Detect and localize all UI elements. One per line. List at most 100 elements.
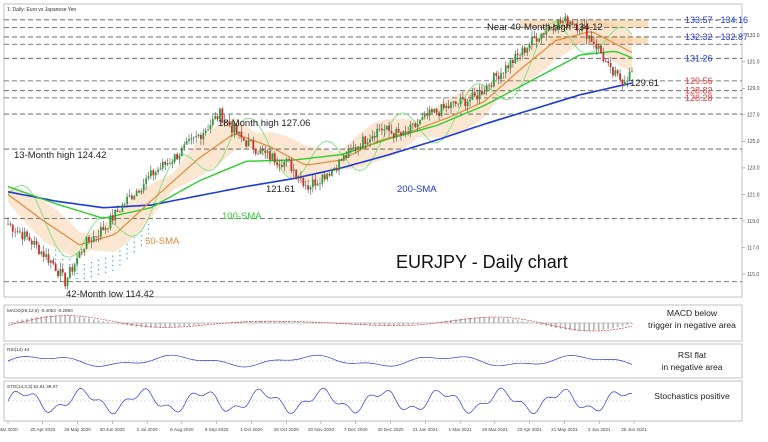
macd-bar [522, 321, 524, 323]
macd-bar [207, 323, 209, 324]
candle-down [336, 168, 338, 171]
candle-up [174, 154, 176, 162]
level-label: 133.57 - 134.16 [685, 15, 748, 25]
candle-down [264, 151, 266, 153]
cloud-dot [141, 240, 142, 241]
candle-up [441, 104, 443, 116]
candle-up [129, 196, 131, 197]
cloud-dot [119, 250, 120, 251]
candle-down [250, 140, 252, 141]
macd-bar [502, 318, 504, 323]
macd-bar [179, 323, 181, 327]
rsi-annotation-line2: in negative area [661, 362, 722, 372]
candle-up [433, 109, 435, 112]
candle-down [381, 129, 383, 131]
macd-bar [107, 322, 109, 323]
candle-down [436, 109, 438, 113]
macd-bar [517, 320, 519, 323]
macd-bar [288, 322, 290, 323]
cloud-dot [98, 269, 99, 270]
x-tick-label: 28 Oct 2020 [274, 427, 299, 432]
candle-up [267, 151, 269, 153]
macd-bar [617, 323, 619, 327]
candle-up [59, 269, 61, 276]
candle-down [603, 53, 605, 61]
cloud-dot [112, 260, 113, 261]
macd-bar [631, 323, 633, 324]
candle-up [160, 169, 162, 170]
candle-down [605, 61, 607, 62]
macd-bar [36, 317, 38, 323]
candle-up [148, 176, 150, 178]
stochastics-header: STO(14,3,3) 52.81 39.07 [7, 384, 58, 389]
macd-bar [450, 320, 452, 323]
cloud-dot [112, 265, 113, 266]
candle-up [419, 120, 421, 124]
candle-up [305, 185, 307, 186]
candle-up [624, 82, 626, 85]
candle-down [595, 44, 597, 48]
candle-down [138, 191, 140, 193]
annotation-12961: 129.61 [630, 78, 659, 89]
macd-bar [388, 323, 390, 325]
candle-down [364, 137, 366, 145]
candle-up [150, 170, 152, 176]
candle-down [14, 232, 16, 233]
macd-bar [417, 323, 419, 324]
macd-bar [12, 322, 14, 323]
candle-down [400, 133, 402, 136]
candle-down [19, 231, 21, 232]
candle-up [457, 104, 459, 105]
candle-down [307, 185, 309, 189]
macd-bar [174, 323, 176, 327]
candle-up [493, 73, 495, 87]
candle-down [252, 140, 254, 149]
x-tick-label: 3 Jul 2020 [137, 427, 159, 432]
cloud-dot [148, 224, 149, 225]
macd-bar [583, 323, 585, 331]
macd-bar [383, 323, 385, 325]
y-tick-label: 115.0 [747, 272, 759, 278]
annotation-18month-high: 18-Month high 127.06 [218, 118, 310, 129]
candle-up [198, 135, 200, 136]
candle-down [12, 225, 14, 232]
candle-down [55, 264, 57, 271]
candle-down [269, 151, 271, 160]
level-label: 129.56 [685, 76, 713, 86]
candle-up [631, 71, 633, 72]
cloud-dot [105, 272, 106, 273]
candle-down [414, 123, 416, 127]
candle-up [522, 48, 524, 56]
macd-bar [560, 323, 562, 329]
candle-up [214, 116, 216, 119]
macd-bar [283, 321, 285, 323]
candle-down [38, 245, 40, 254]
candle-down [443, 104, 445, 108]
candle-down [64, 272, 66, 286]
candle-down [314, 179, 316, 185]
candle-down [31, 241, 33, 245]
macd-bar [69, 316, 71, 323]
candle-down [291, 160, 293, 171]
candle-down [281, 165, 283, 167]
cloud-dot [119, 255, 120, 256]
macd-bar [498, 318, 500, 323]
cloud-dot [112, 269, 113, 270]
candle-down [481, 91, 483, 95]
candle-down [536, 38, 538, 41]
y-tick-label: 121.0 [747, 192, 760, 198]
macd-bar [193, 323, 195, 325]
macd-bar [74, 316, 76, 323]
candle-down [591, 36, 593, 42]
cloud-dot [126, 244, 127, 245]
candle-down [107, 228, 109, 229]
candle-down [95, 236, 97, 237]
candle-down [464, 99, 466, 106]
candle-down [533, 37, 535, 38]
candle-down [355, 147, 357, 149]
candle-up [17, 231, 19, 232]
candle-down [241, 132, 243, 138]
candle-up [195, 136, 197, 137]
macd-bar [488, 317, 490, 323]
cloud-dot [91, 262, 92, 263]
